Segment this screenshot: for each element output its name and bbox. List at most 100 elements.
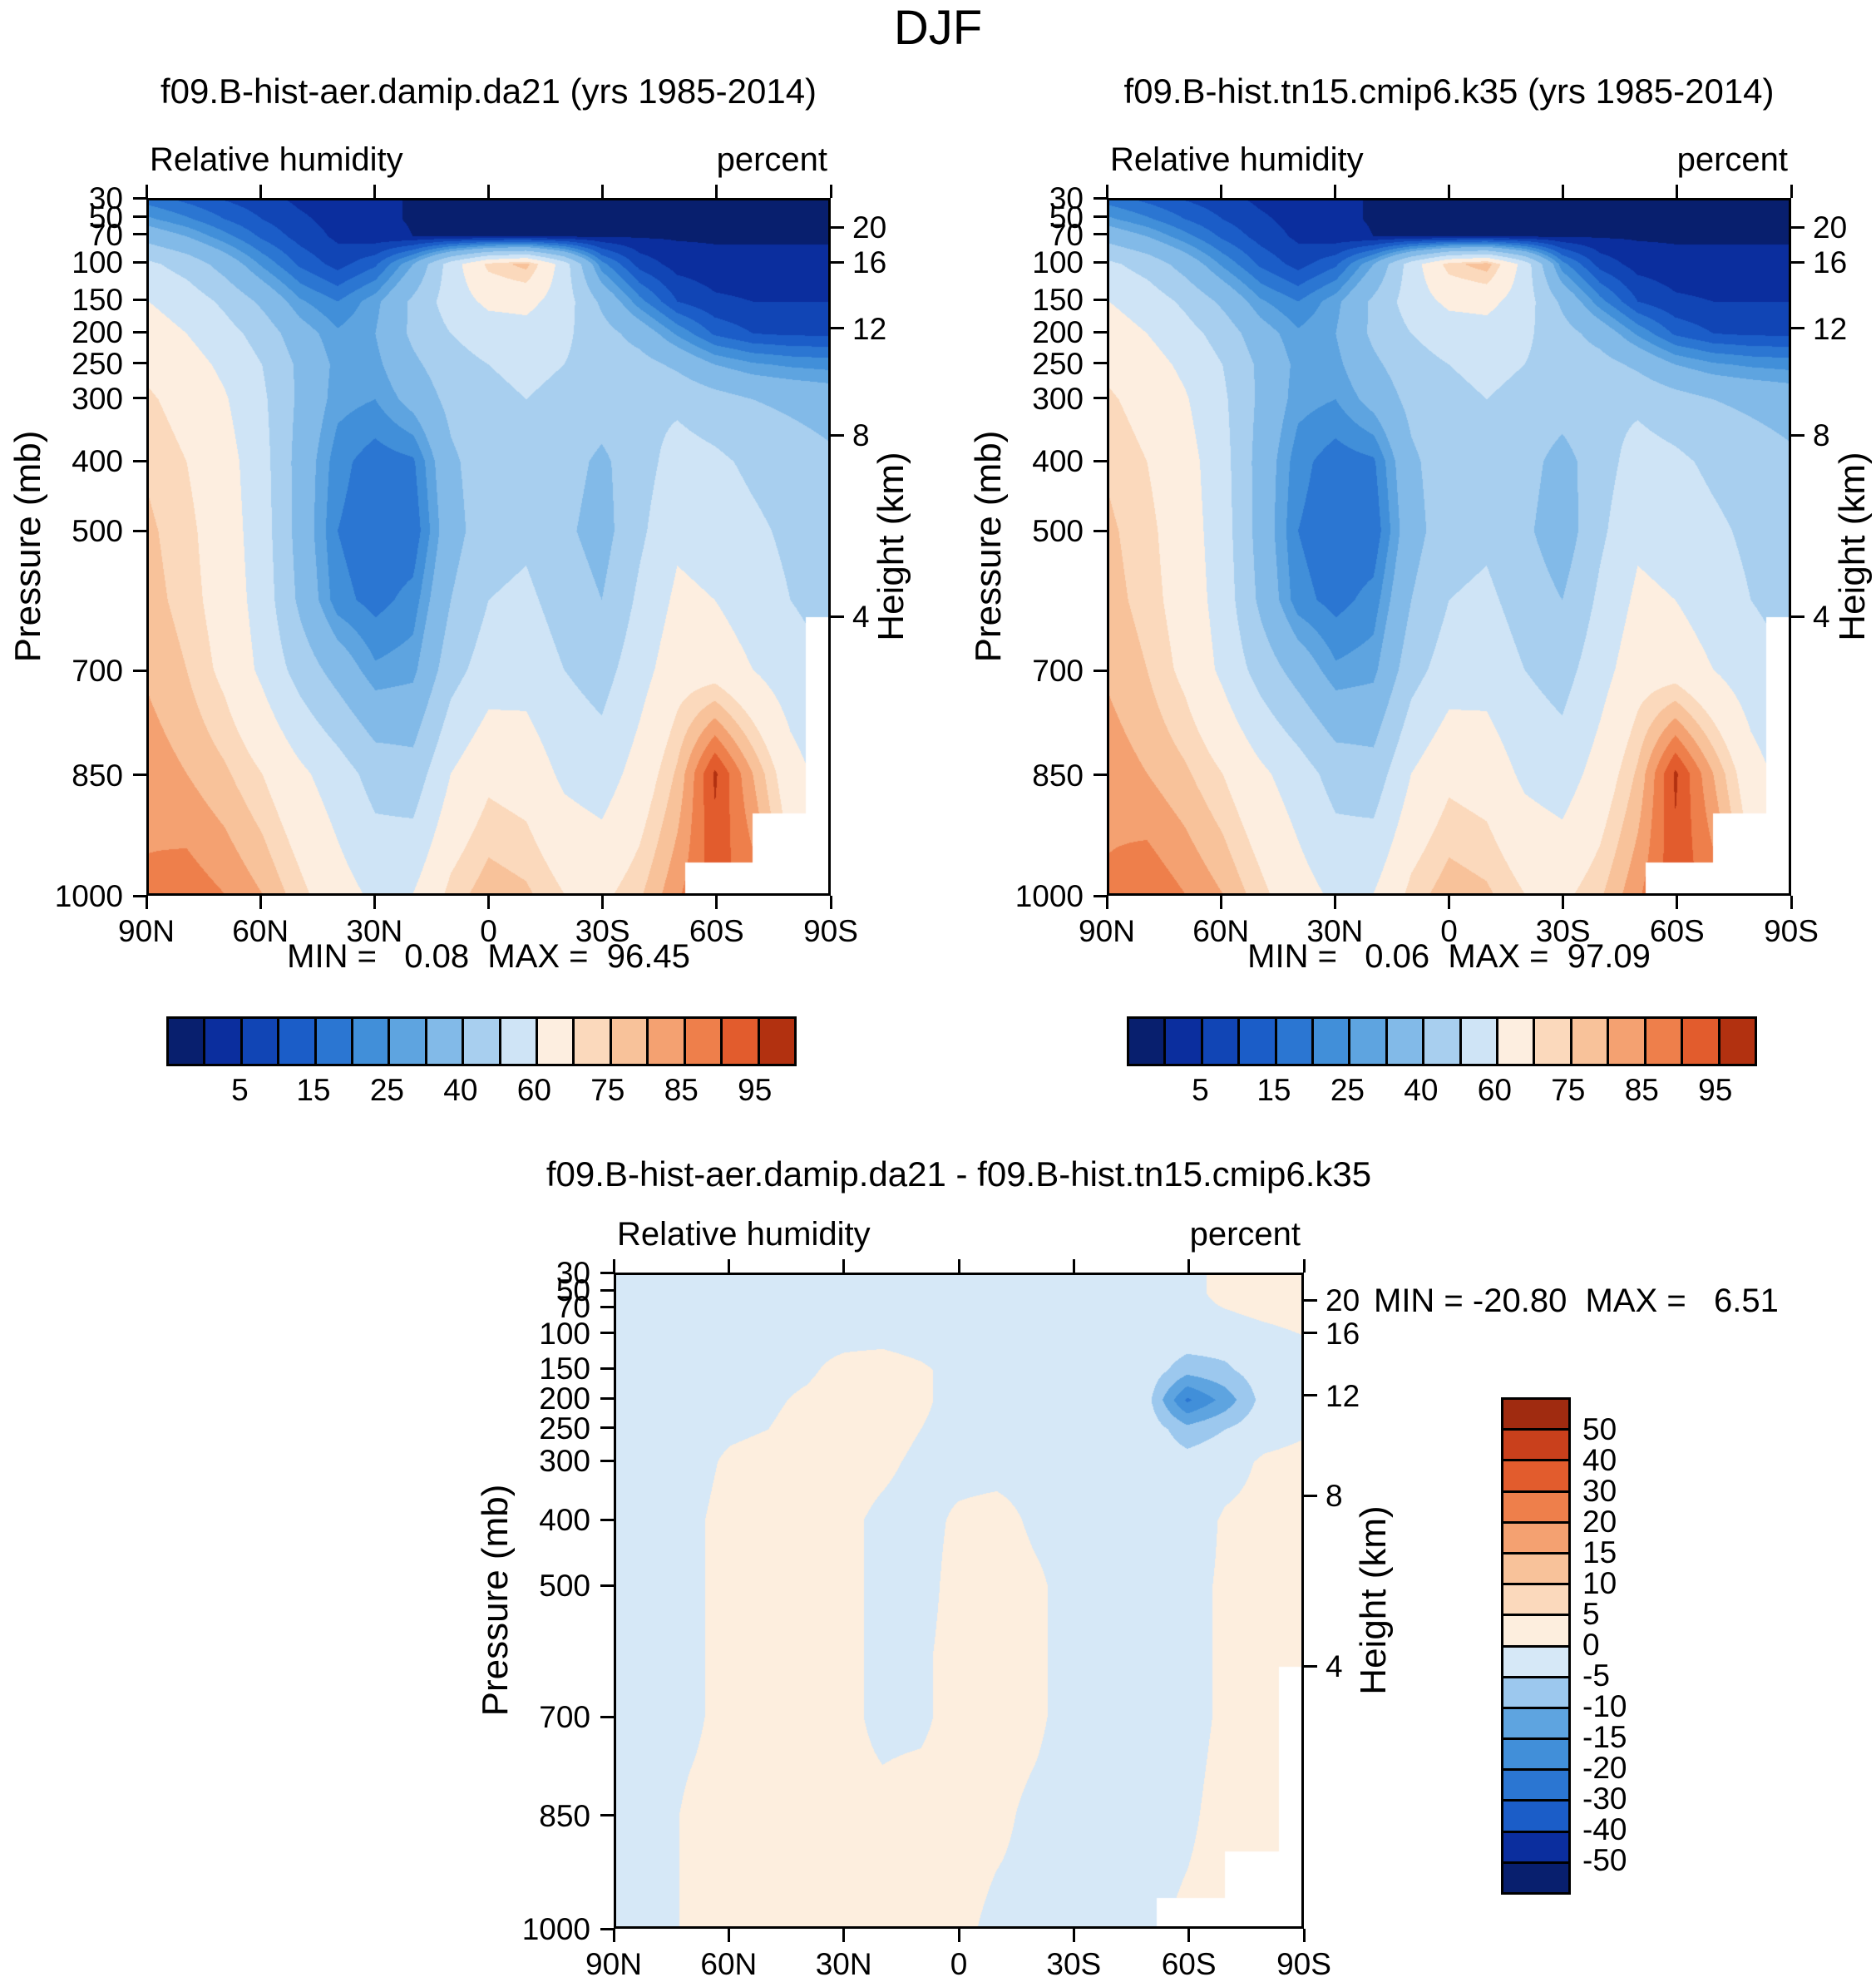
x-axis-tick <box>842 1929 846 1942</box>
panel-b-stats: MIN = 0.06 MAX = 97.09 <box>1247 938 1651 975</box>
x-axis-tick <box>829 896 832 909</box>
pressure-tick-label: 300 <box>539 1444 590 1479</box>
pressure-tick-label: 700 <box>1032 654 1084 688</box>
pressure-tick-label: 500 <box>1032 514 1084 549</box>
x-axis-top-tick <box>829 185 832 198</box>
pressure-tick-label: 400 <box>539 1503 590 1538</box>
pressure-tick-label: 70 <box>88 217 123 252</box>
x-tick-label: 60S <box>689 914 744 948</box>
x-axis-top-tick <box>145 185 148 198</box>
height-tick-label: 16 <box>852 245 887 280</box>
pressure-tick-label: 150 <box>72 283 123 318</box>
colorbar-label: 5 <box>1192 1073 1209 1107</box>
pressure-tick <box>133 362 146 365</box>
colorbar-label: 50 <box>1582 1412 1617 1446</box>
colorbar-cell <box>1202 1019 1241 1064</box>
figure-title: DJF <box>893 1 983 55</box>
height-tick-label: 20 <box>852 210 887 245</box>
pressure-tick-label: 50 <box>1049 200 1084 235</box>
pressure-tick <box>600 1814 614 1816</box>
colorbar-cell <box>464 1019 501 1064</box>
colorbar-label: 15 <box>1256 1073 1291 1107</box>
panel-diff-plot <box>614 1273 1304 1929</box>
colorbar-cell <box>611 1019 649 1064</box>
pressure-tick-label: 300 <box>1032 381 1084 416</box>
colorbar-cell <box>169 1019 206 1064</box>
panel-a-field-label: Relative humidity <box>150 141 403 178</box>
panel-b-contour-canvas <box>1109 200 1789 893</box>
height-tick <box>1304 1298 1317 1302</box>
x-tick-label: 60S <box>1649 914 1705 948</box>
colorbar-cell <box>1503 1740 1568 1772</box>
colorbar-cell <box>279 1019 317 1064</box>
colorbar-label: 75 <box>590 1073 625 1107</box>
x-axis-tick <box>373 896 376 909</box>
pressure-tick <box>1094 894 1107 897</box>
height-tick <box>831 433 844 437</box>
colorbar-cell <box>1498 1019 1536 1064</box>
x-tick-label: 30S <box>1046 1947 1102 1981</box>
pressure-tick <box>1094 459 1107 462</box>
panel-a-colorbar <box>166 1016 797 1066</box>
x-tick-label: 90N <box>118 914 175 948</box>
colorbar-label: 5 <box>1582 1597 1600 1631</box>
colorbar-cell <box>1503 1461 1568 1493</box>
colorbar-label: 30 <box>1582 1474 1617 1508</box>
colorbar-cell <box>1503 1863 1568 1892</box>
colorbar-cell <box>501 1019 539 1064</box>
height-tick-label: 8 <box>1813 418 1830 453</box>
panel-a-stats: MIN = 0.08 MAX = 96.45 <box>287 938 690 975</box>
pressure-tick-label: 500 <box>539 1569 590 1604</box>
colorbar-cell <box>649 1019 686 1064</box>
colorbar-cell <box>316 1019 354 1064</box>
pressure-tick <box>133 459 146 462</box>
pressure-tick-label: 250 <box>539 1411 590 1446</box>
pressure-tick-label: 700 <box>539 1700 590 1735</box>
x-axis-top-tick <box>1676 185 1679 198</box>
pressure-tick-label: 1000 <box>1015 879 1084 913</box>
pressure-tick <box>600 1518 614 1521</box>
height-tick-label: 4 <box>1813 600 1830 635</box>
x-axis-tick <box>145 896 148 909</box>
x-axis-top-tick <box>1302 1259 1306 1273</box>
x-tick-label: 0 <box>950 1947 968 1981</box>
pressure-tick-label: 50 <box>555 1273 590 1308</box>
pressure-tick-label: 300 <box>72 381 123 416</box>
colorbar-cell <box>1646 1019 1684 1064</box>
pressure-tick <box>1094 669 1107 672</box>
colorbar-cell <box>1503 1585 1568 1617</box>
pressure-tick-label: 30 <box>555 1256 590 1290</box>
colorbar-label: -40 <box>1582 1812 1627 1846</box>
pressure-tick-label: 100 <box>72 245 123 280</box>
x-tick-label: 60N <box>1192 914 1250 948</box>
pressure-tick-label: 400 <box>1032 444 1084 479</box>
colorbar-cell <box>723 1019 760 1064</box>
pressure-tick <box>133 669 146 672</box>
pressure-tick <box>1094 330 1107 334</box>
height-tick-label: 20 <box>1326 1283 1360 1318</box>
panel-b-field-label: Relative humidity <box>1110 141 1364 178</box>
x-axis-top-tick <box>612 1259 615 1273</box>
x-axis-tick <box>1562 896 1565 909</box>
colorbar-cell <box>1503 1616 1568 1648</box>
panel-diff-stats: MIN = -20.80 MAX = 6.51 <box>1374 1283 1779 1319</box>
pressure-tick-label: 850 <box>72 758 123 793</box>
colorbar-cell <box>1503 1832 1568 1864</box>
x-axis-tick <box>487 896 490 909</box>
pressure-tick-label: 850 <box>1032 758 1084 793</box>
colorbar-cell <box>1240 1019 1277 1064</box>
x-axis-top-tick <box>373 185 376 198</box>
colorbar-label: -50 <box>1582 1843 1627 1877</box>
x-tick-label: 60N <box>700 1947 758 1981</box>
colorbar-cell <box>427 1019 465 1064</box>
x-axis-top-tick <box>1562 185 1565 198</box>
pressure-tick <box>600 1426 614 1430</box>
pressure-tick <box>133 529 146 532</box>
x-tick-label: 30N <box>1306 914 1364 948</box>
x-axis-tick <box>1072 1929 1075 1942</box>
panel-a-contour-canvas <box>149 200 828 893</box>
colorbar-cell <box>1683 1019 1720 1064</box>
colorbar-cell <box>1166 1019 1203 1064</box>
height-tick <box>831 327 844 330</box>
colorbar-label: -5 <box>1582 1658 1610 1693</box>
